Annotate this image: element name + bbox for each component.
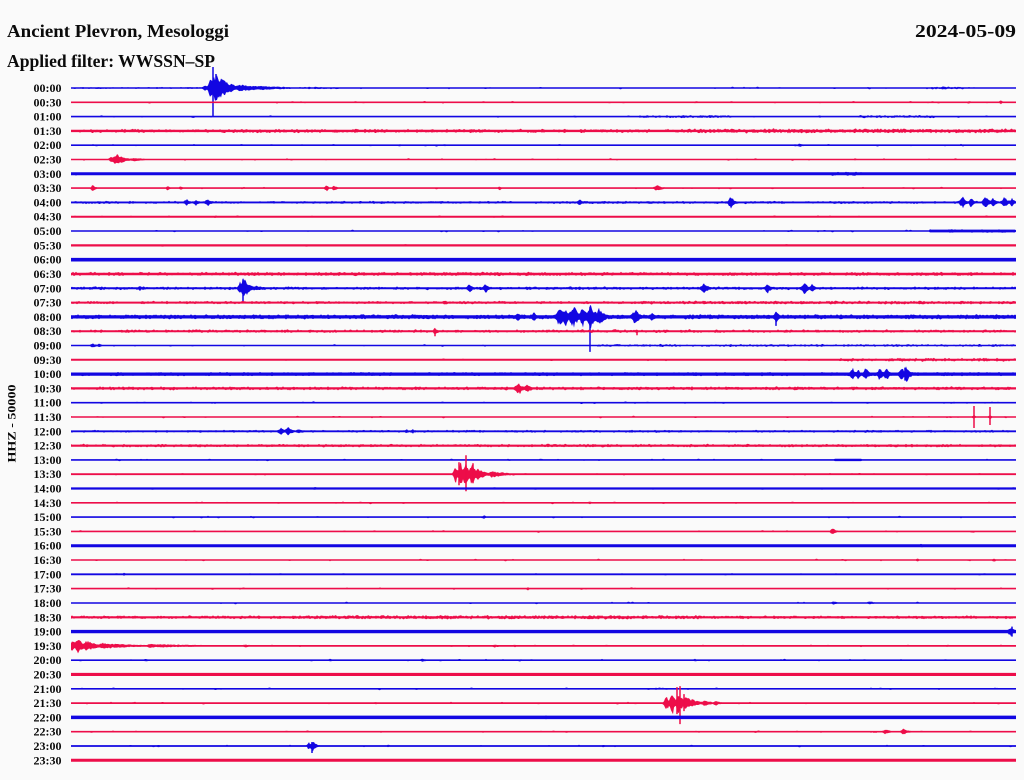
svg-text:17:00: 17:00: [34, 567, 62, 581]
svg-text:12:00: 12:00: [34, 424, 62, 438]
svg-text:09:00: 09:00: [34, 339, 62, 353]
svg-text:20:00: 20:00: [34, 653, 62, 667]
svg-text:12:30: 12:30: [34, 439, 62, 453]
svg-text:07:00: 07:00: [34, 281, 62, 295]
svg-text:10:30: 10:30: [34, 381, 62, 395]
svg-text:16:30: 16:30: [34, 553, 62, 567]
svg-text:06:00: 06:00: [34, 253, 62, 267]
svg-text:15:00: 15:00: [34, 510, 62, 524]
svg-text:21:00: 21:00: [34, 682, 62, 696]
svg-text:01:00: 01:00: [34, 110, 62, 124]
svg-text:08:00: 08:00: [34, 310, 62, 324]
svg-text:14:30: 14:30: [34, 496, 62, 510]
svg-text:00:30: 00:30: [34, 95, 62, 109]
svg-text:18:00: 18:00: [34, 596, 62, 610]
svg-text:07:30: 07:30: [34, 296, 62, 310]
svg-text:02:30: 02:30: [34, 153, 62, 167]
svg-text:11:00: 11:00: [34, 396, 62, 410]
svg-text:03:30: 03:30: [34, 181, 62, 195]
svg-text:Ancient Plevron, Mesologgi: Ancient Plevron, Mesologgi: [7, 21, 229, 41]
svg-text:18:30: 18:30: [34, 610, 62, 624]
svg-text:2024-05-09: 2024-05-09: [915, 21, 1016, 41]
svg-text:04:30: 04:30: [34, 210, 62, 224]
svg-text:01:30: 01:30: [34, 124, 62, 138]
svg-text:05:30: 05:30: [34, 238, 62, 252]
svg-text:21:30: 21:30: [34, 696, 62, 710]
svg-text:Applied filter: WWSSN–SP: Applied filter: WWSSN–SP: [7, 51, 215, 71]
svg-text:13:30: 13:30: [34, 467, 62, 481]
svg-text:08:30: 08:30: [34, 324, 62, 338]
svg-text:02:00: 02:00: [34, 138, 62, 152]
svg-text:23:00: 23:00: [34, 739, 62, 753]
svg-text:22:00: 22:00: [34, 710, 62, 724]
svg-text:16:00: 16:00: [34, 539, 62, 553]
svg-text:19:00: 19:00: [34, 625, 62, 639]
svg-text:03:00: 03:00: [34, 167, 62, 181]
svg-text:23:30: 23:30: [34, 753, 62, 767]
svg-text:22:30: 22:30: [34, 725, 62, 739]
svg-text:13:00: 13:00: [34, 453, 62, 467]
svg-text:05:00: 05:00: [34, 224, 62, 238]
svg-text:HHZ - 50000: HHZ - 50000: [5, 385, 19, 463]
svg-text:06:30: 06:30: [34, 267, 62, 281]
svg-text:19:30: 19:30: [34, 639, 62, 653]
svg-text:11:30: 11:30: [34, 410, 62, 424]
svg-text:17:30: 17:30: [34, 582, 62, 596]
svg-text:20:30: 20:30: [34, 668, 62, 682]
svg-text:09:30: 09:30: [34, 353, 62, 367]
svg-text:10:00: 10:00: [34, 367, 62, 381]
svg-text:04:00: 04:00: [34, 195, 62, 209]
svg-text:15:30: 15:30: [34, 524, 62, 538]
svg-text:14:00: 14:00: [34, 482, 62, 496]
svg-text:00:00: 00:00: [34, 81, 62, 95]
